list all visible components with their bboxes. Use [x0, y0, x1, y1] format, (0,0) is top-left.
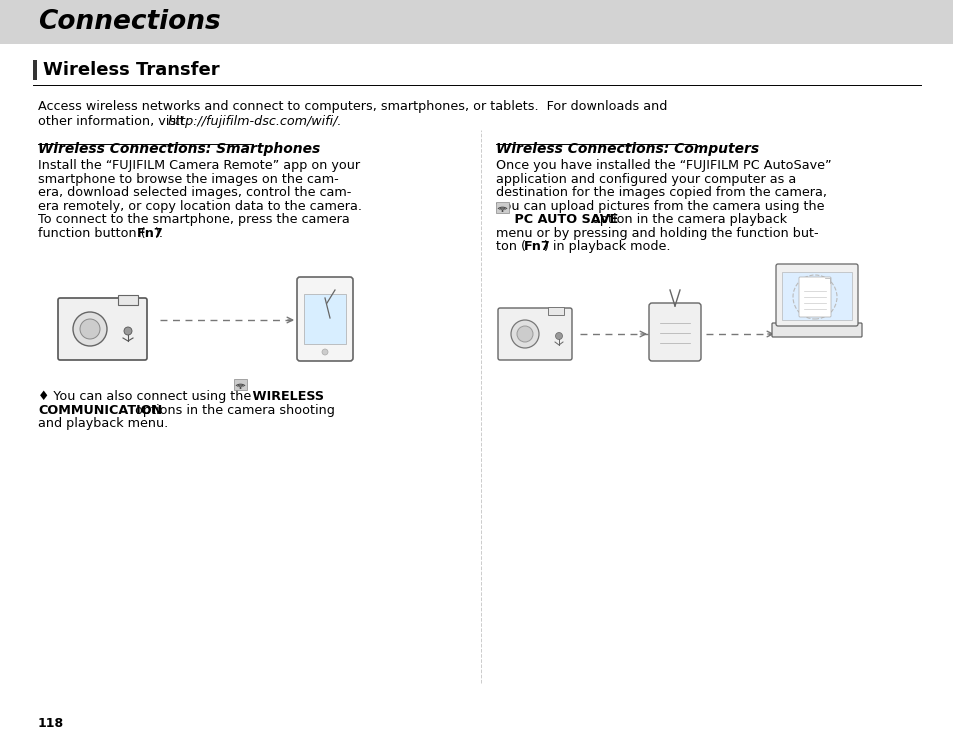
Text: ton (: ton (	[496, 240, 525, 253]
Text: ) in playback mode.: ) in playback mode.	[543, 240, 670, 253]
Bar	[0, 0, 953, 44]
Text: Once you have installed the “FUJIFILM PC AutoSave”: Once you have installed the “FUJIFILM PC…	[496, 159, 831, 172]
Text: ♦ You can also connect using the: ♦ You can also connect using the	[38, 390, 255, 403]
FancyBboxPatch shape	[799, 277, 830, 317]
Text: Access wireless networks and connect to computers, smartphones, or tablets.  For: Access wireless networks and connect to …	[38, 100, 667, 113]
Circle shape	[511, 320, 538, 348]
Text: you can upload pictures from the camera using the: you can upload pictures from the camera …	[496, 200, 823, 212]
Text: Wireless Connections: Smartphones: Wireless Connections: Smartphones	[38, 142, 320, 156]
Circle shape	[501, 210, 503, 212]
Text: ).: ).	[153, 227, 163, 239]
Circle shape	[517, 326, 533, 342]
Text: PC AUTO SAVE: PC AUTO SAVE	[510, 213, 618, 226]
FancyBboxPatch shape	[296, 277, 353, 361]
Bar	[496, 202, 509, 213]
Bar	[233, 379, 247, 390]
Text: Fn7: Fn7	[137, 227, 164, 239]
Text: application and configured your computer as a: application and configured your computer…	[496, 173, 796, 186]
Circle shape	[555, 333, 562, 340]
Text: WIRELESS: WIRELESS	[248, 390, 324, 403]
Text: and playback menu.: and playback menu.	[38, 417, 168, 430]
Text: era, download selected images, control the cam-: era, download selected images, control t…	[38, 186, 351, 199]
Text: other information, visit: other information, visit	[38, 115, 189, 128]
Bar	[118, 295, 138, 305]
Text: menu or by pressing and holding the function but-: menu or by pressing and holding the func…	[496, 227, 818, 239]
Circle shape	[124, 327, 132, 335]
Text: To connect to the smartphone, press the camera: To connect to the smartphone, press the …	[38, 213, 350, 226]
Text: 118: 118	[38, 717, 64, 730]
Text: Install the “FUJIFILM Camera Remote” app on your: Install the “FUJIFILM Camera Remote” app…	[38, 159, 359, 172]
Text: smartphone to browse the images on the cam-: smartphone to browse the images on the c…	[38, 173, 338, 186]
Circle shape	[239, 387, 241, 389]
Text: function button (: function button (	[38, 227, 146, 239]
Text: Wireless Connections: Computers: Wireless Connections: Computers	[496, 142, 759, 156]
Circle shape	[73, 312, 107, 346]
Bar	[304, 294, 346, 344]
FancyBboxPatch shape	[58, 298, 147, 360]
Text: options in the camera shooting: options in the camera shooting	[131, 403, 335, 417]
Circle shape	[80, 319, 100, 339]
Circle shape	[322, 349, 328, 355]
Text: destination for the images copied from the camera,: destination for the images copied from t…	[496, 186, 826, 199]
FancyBboxPatch shape	[648, 303, 700, 361]
Bar	[33, 60, 37, 80]
Text: Connections: Connections	[38, 9, 220, 35]
Text: http://fujifilm-dsc.com/wifi/.: http://fujifilm-dsc.com/wifi/.	[168, 115, 342, 128]
Text: COMMUNICATION: COMMUNICATION	[38, 403, 162, 417]
Text: Wireless Transfer: Wireless Transfer	[43, 61, 219, 79]
Text: era remotely, or copy location data to the camera.: era remotely, or copy location data to t…	[38, 200, 361, 212]
Bar	[547, 307, 563, 315]
FancyBboxPatch shape	[775, 264, 857, 326]
FancyBboxPatch shape	[771, 323, 862, 337]
Bar	[781, 272, 851, 320]
Text: option in the camera playback: option in the camera playback	[587, 213, 786, 226]
Text: Fn7: Fn7	[523, 240, 550, 253]
FancyBboxPatch shape	[497, 308, 572, 360]
